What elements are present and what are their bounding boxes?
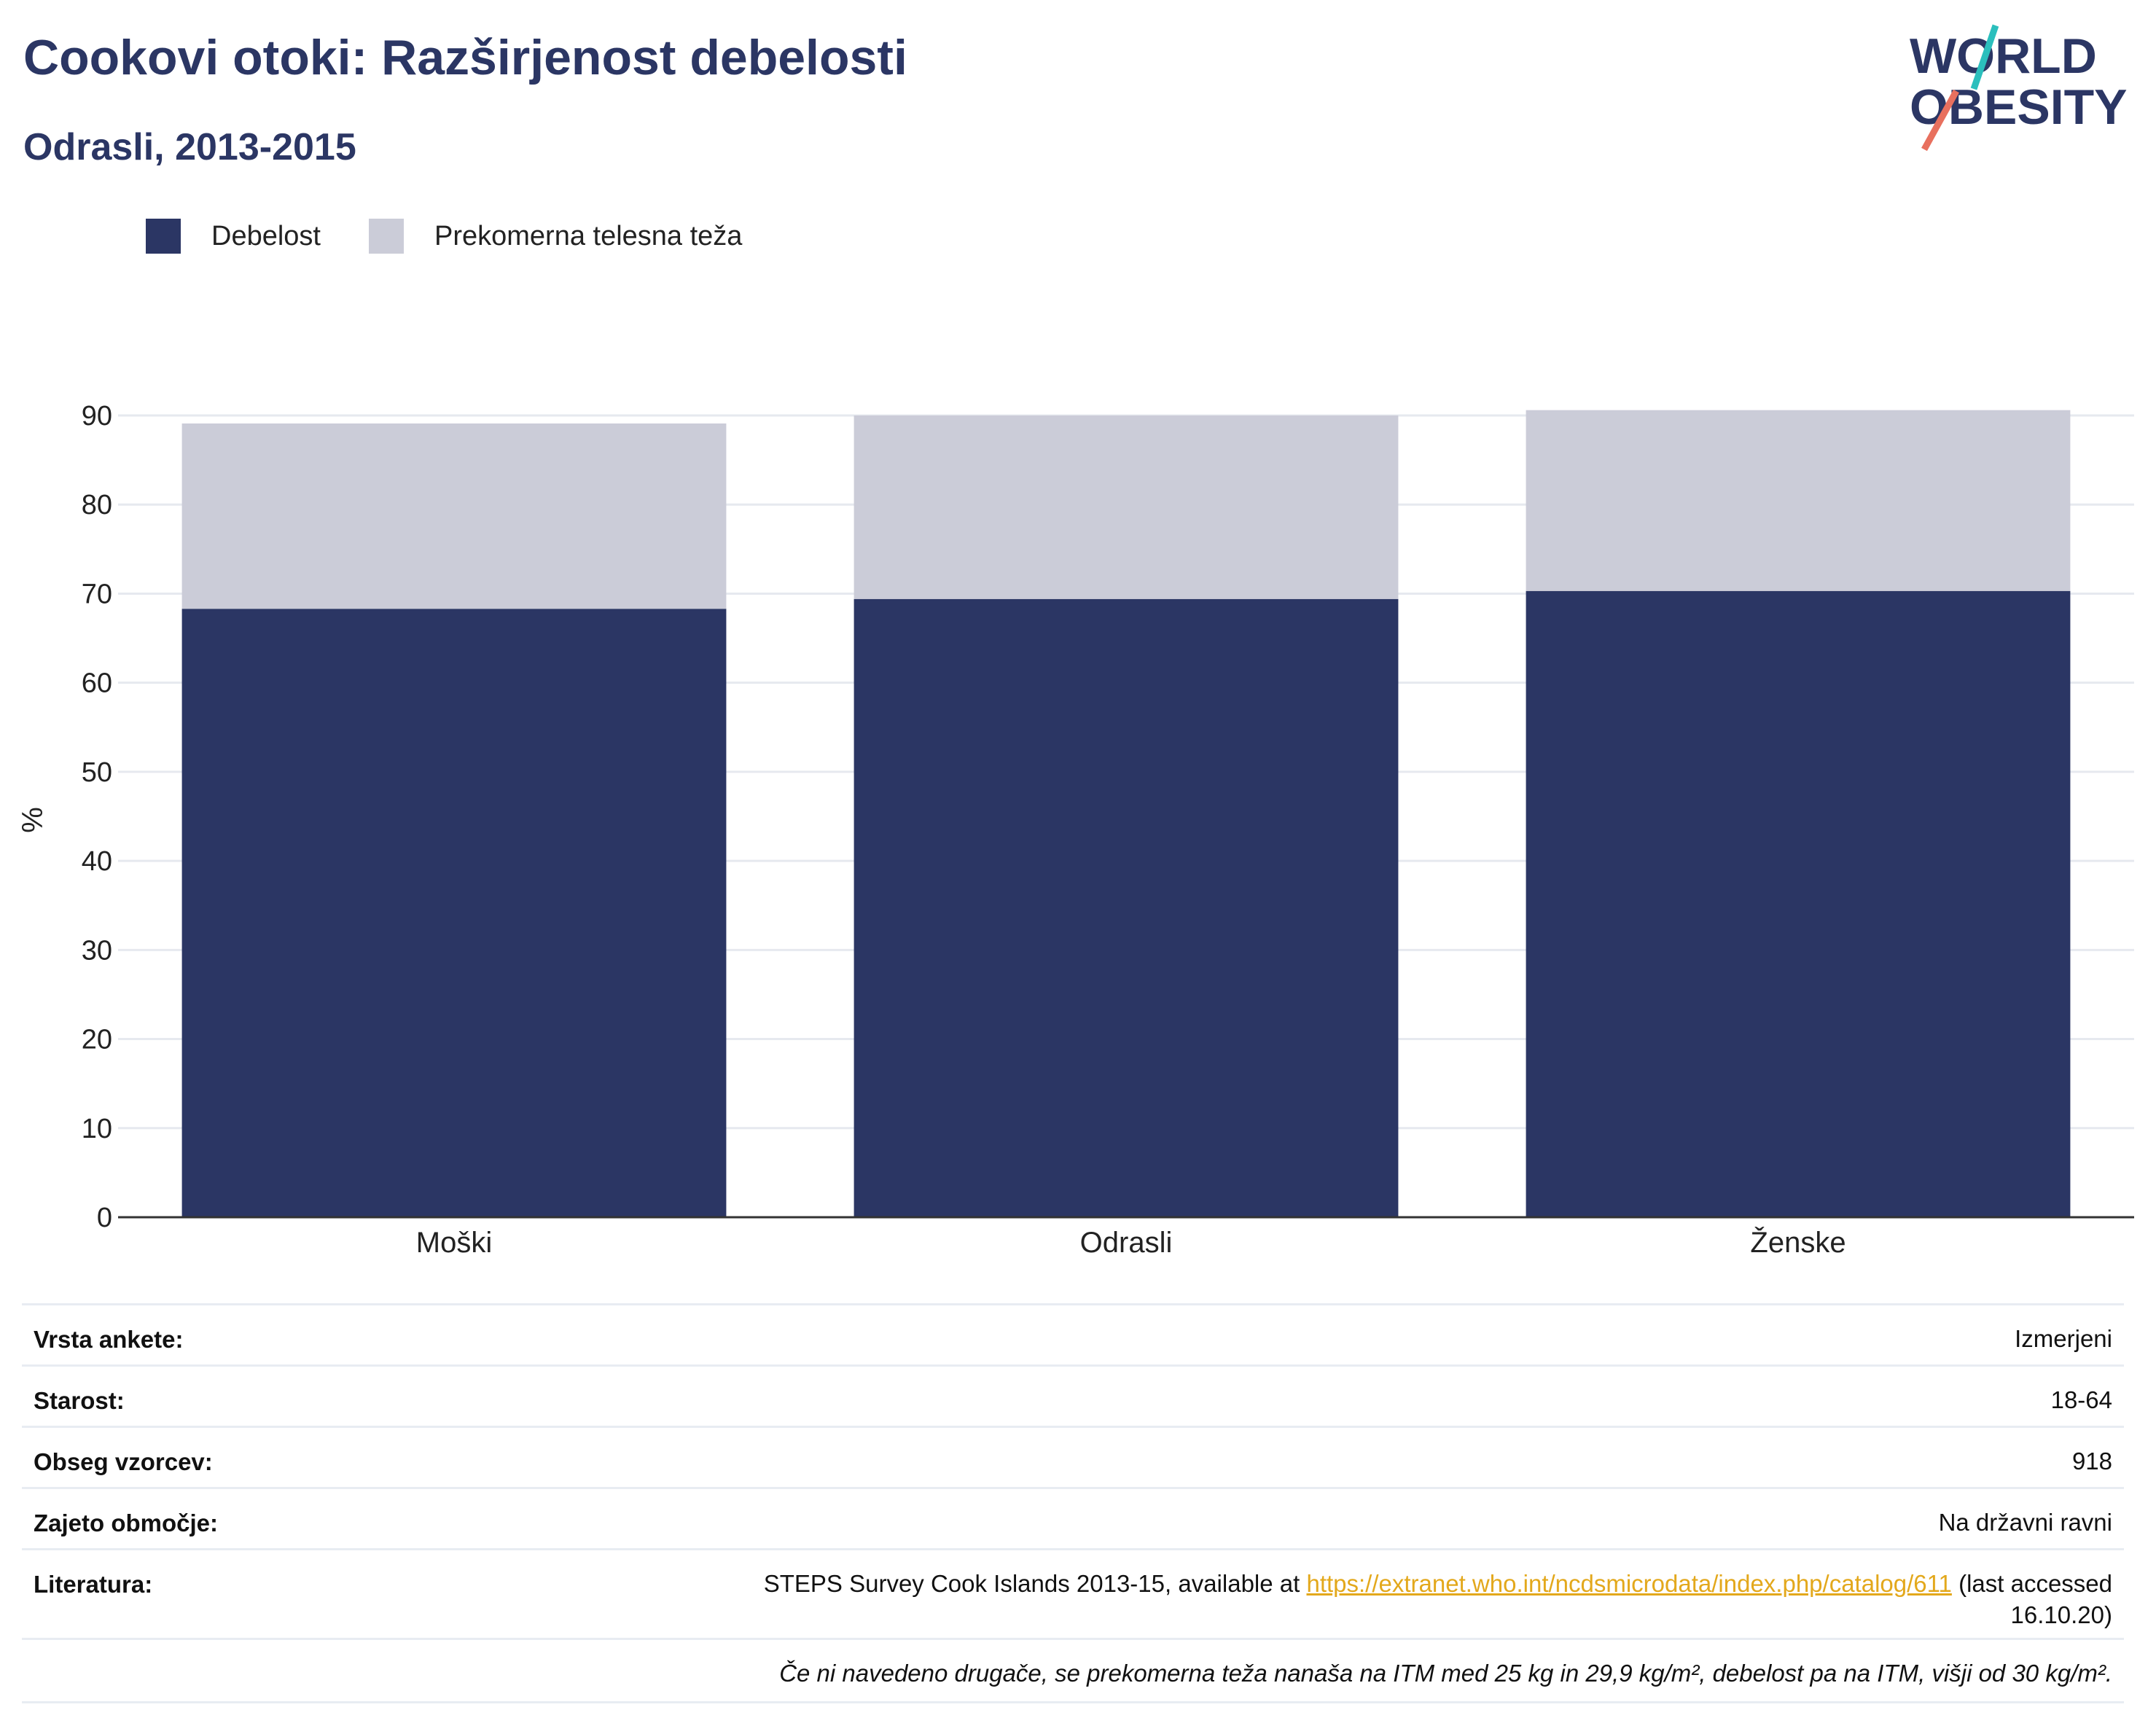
bar-chart: 0 10 20 30 40 50 60 70 80 90 Moški Odrasli Ženske% <box>17 401 2134 1259</box>
bar-overweight <box>181 423 727 609</box>
y-tick-label: 50 <box>82 757 112 788</box>
chart-subtitle: Odrasli, 2013-2015 <box>23 126 356 168</box>
legend-swatch-obesity <box>146 219 181 254</box>
info-table: Vrsta ankete: Izmerjeni Starost: 18-64 O… <box>22 1303 2124 1703</box>
reference-date: 16.10.20) <box>2010 1601 2112 1628</box>
area-value: Na državni ravni <box>1938 1509 2112 1536</box>
footnote: Če ni navedeno drugače, se prekomerna te… <box>779 1660 2112 1687</box>
bar-overweight <box>1526 410 2071 591</box>
bar-obesity <box>181 609 727 1217</box>
world-obesity-logo: WORLD OBESITY <box>1910 24 2128 152</box>
logo-slash-red <box>1921 89 1959 152</box>
chart-legend: Debelost Prekomerna telesna teža <box>146 216 790 256</box>
area-label: Zajeto območje: <box>34 1510 219 1536</box>
legend-item-obesity[interactable]: Debelost <box>146 219 321 254</box>
reference-tail: (last accessed <box>1951 1570 2112 1597</box>
y-tick-label: 40 <box>82 846 112 877</box>
legend-label-obesity: Debelost <box>211 220 321 251</box>
reference-label: Literatura: <box>34 1571 153 1598</box>
y-tick-label: 0 <box>97 1203 112 1233</box>
y-tick-label: 70 <box>82 579 112 609</box>
logo-obesity-text: OBESITY <box>1910 79 2128 135</box>
age-label: Starost: <box>34 1387 125 1414</box>
chart-title: Cookovi otoki: Razširjenost debelosti <box>23 30 907 85</box>
y-tick-label: 80 <box>82 490 112 520</box>
y-tick-label: 30 <box>82 935 112 966</box>
logo-slash-teal <box>1970 24 1999 90</box>
x-tick-label: Odrasli <box>1080 1227 1173 1259</box>
reference-text: STEPS Survey Cook Islands 2013-15, avail… <box>763 1570 1307 1597</box>
survey-type-label: Vrsta ankete: <box>34 1326 184 1353</box>
y-tick-label: 60 <box>82 668 112 699</box>
info-row-age: Starost: 18-64 <box>22 1367 2124 1428</box>
legend-swatch-overweight <box>368 219 404 254</box>
sample-label: Obseg vzorcev: <box>34 1448 213 1475</box>
bar-overweight <box>854 415 1399 599</box>
y-tick-label: 10 <box>82 1114 112 1144</box>
y-tick-label: 90 <box>82 401 112 431</box>
reference-value: STEPS Survey Cook Islands 2013-15, avail… <box>764 1568 2112 1630</box>
info-row-sample: Obseg vzorcev: 918 <box>22 1428 2124 1489</box>
bar-obesity <box>1526 590 2071 1217</box>
legend-item-overweight[interactable]: Prekomerna telesna teža <box>368 219 743 254</box>
survey-type-value: Izmerjeni <box>2015 1325 2112 1352</box>
info-row-survey-type: Vrsta ankete: Izmerjeni <box>22 1305 2124 1367</box>
x-tick-label: Ženske <box>1750 1226 1846 1259</box>
bar-obesity <box>854 598 1399 1217</box>
logo-world-text: WORLD <box>1910 28 2097 84</box>
sample-value: 918 <box>2071 1448 2112 1475</box>
y-tick-label: 20 <box>82 1025 112 1055</box>
x-tick-label: Moški <box>416 1227 492 1259</box>
info-row-area: Zajeto območje: Na državni ravni <box>22 1489 2124 1550</box>
info-row-footnote: Če ni navedeno drugače, se prekomerna te… <box>22 1640 2124 1703</box>
legend-label-overweight: Prekomerna telesna teža <box>434 220 743 251</box>
age-value: 18-64 <box>2050 1386 2112 1413</box>
y-axis-label: % <box>17 807 49 833</box>
info-row-reference: Literatura: STEPS Survey Cook Islands 20… <box>22 1550 2124 1640</box>
reference-link[interactable]: https://extranet.who.int/ncdsmicrodata/i… <box>1306 1570 1952 1597</box>
